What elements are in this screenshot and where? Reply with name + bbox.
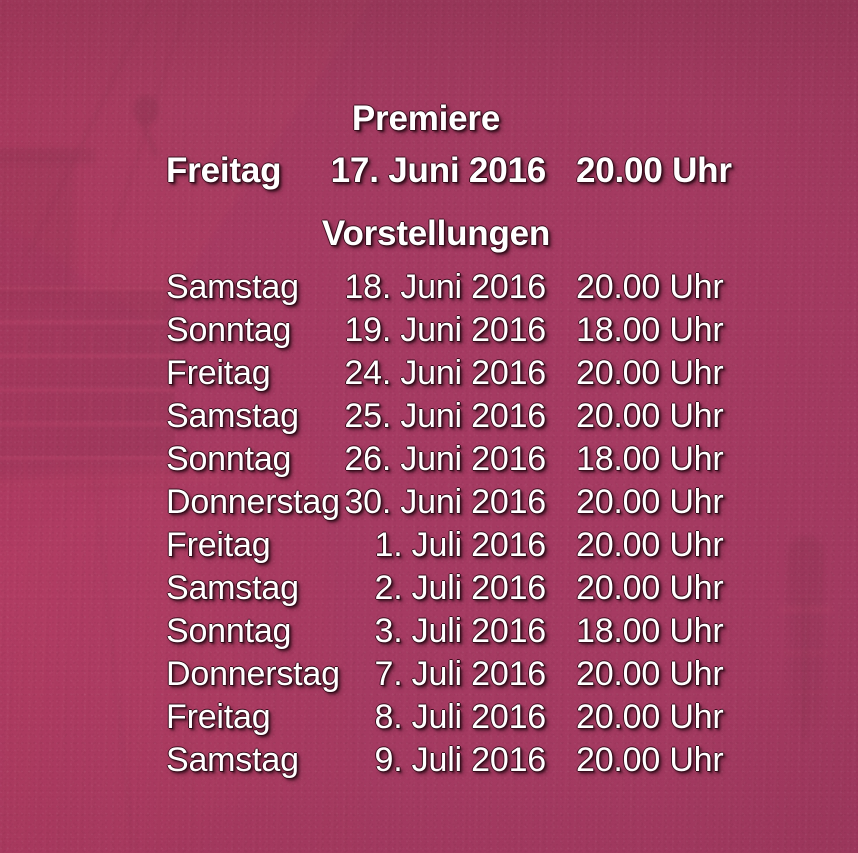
schedule-row-time: 18.00 Uhr xyxy=(576,311,724,349)
schedule-row-date: 8. Juli 2016 xyxy=(374,698,546,736)
schedule-row-time: 20.00 Uhr xyxy=(576,698,724,736)
schedule-row-day: Samstag xyxy=(166,569,299,607)
premiere-day: Freitag xyxy=(166,151,282,190)
schedule-row-day: Samstag xyxy=(166,741,299,779)
schedule-row-day: Sonntag xyxy=(166,440,292,478)
schedule-row-date: 19. Juni 2016 xyxy=(344,311,546,349)
schedule-row-day: Sonntag xyxy=(166,311,292,349)
schedule-row-time: 18.00 Uhr xyxy=(576,612,724,650)
schedule-row-time: 20.00 Uhr xyxy=(576,268,724,306)
schedule-row-day: Samstag xyxy=(166,397,299,435)
premiere-time: 20.00 Uhr xyxy=(576,151,732,190)
schedule-row-day: Donnerstag xyxy=(166,655,340,693)
schedule-row-date: 26. Juni 2016 xyxy=(344,440,546,478)
schedule-row-date: 30. Juni 2016 xyxy=(344,483,546,521)
schedule-row-date: 3. Juli 2016 xyxy=(374,612,546,650)
schedule-row-date: 2. Juli 2016 xyxy=(374,569,546,607)
schedule-row-date: 7. Juli 2016 xyxy=(374,655,546,693)
schedule-row-day: Donnerstag xyxy=(166,483,340,521)
schedule-row-date: 9. Juli 2016 xyxy=(374,741,546,779)
schedule-row-time: 18.00 Uhr xyxy=(576,440,724,478)
schedule-row-time: 20.00 Uhr xyxy=(576,655,724,693)
schedule-row-day: Sonntag xyxy=(166,612,292,650)
schedule-row-day: Samstag xyxy=(166,268,299,306)
schedule-row-date: 1. Juli 2016 xyxy=(374,526,546,564)
schedule-row-day: Freitag xyxy=(166,354,271,392)
schedule-row-date: 24. Juni 2016 xyxy=(344,354,546,392)
schedule-row-day: Freitag xyxy=(166,698,271,736)
schedule-row-date: 25. Juni 2016 xyxy=(344,397,546,435)
schedule-row-time: 20.00 Uhr xyxy=(576,741,724,779)
premiere-heading: Premiere xyxy=(351,99,501,138)
schedule-row-day: Freitag xyxy=(166,526,271,564)
schedule-row-time: 20.00 Uhr xyxy=(576,483,724,521)
schedule-row-time: 20.00 Uhr xyxy=(576,569,724,607)
premiere-date: 17. Juni 2016 xyxy=(330,151,547,190)
schedule-row-date: 18. Juni 2016 xyxy=(344,268,546,306)
schedule-row-time: 20.00 Uhr xyxy=(576,354,724,392)
schedule-row-time: 20.00 Uhr xyxy=(576,526,724,564)
schedule-row-time: 20.00 Uhr xyxy=(576,397,724,435)
vorstellungen-heading: Vorstellungen xyxy=(321,214,551,253)
